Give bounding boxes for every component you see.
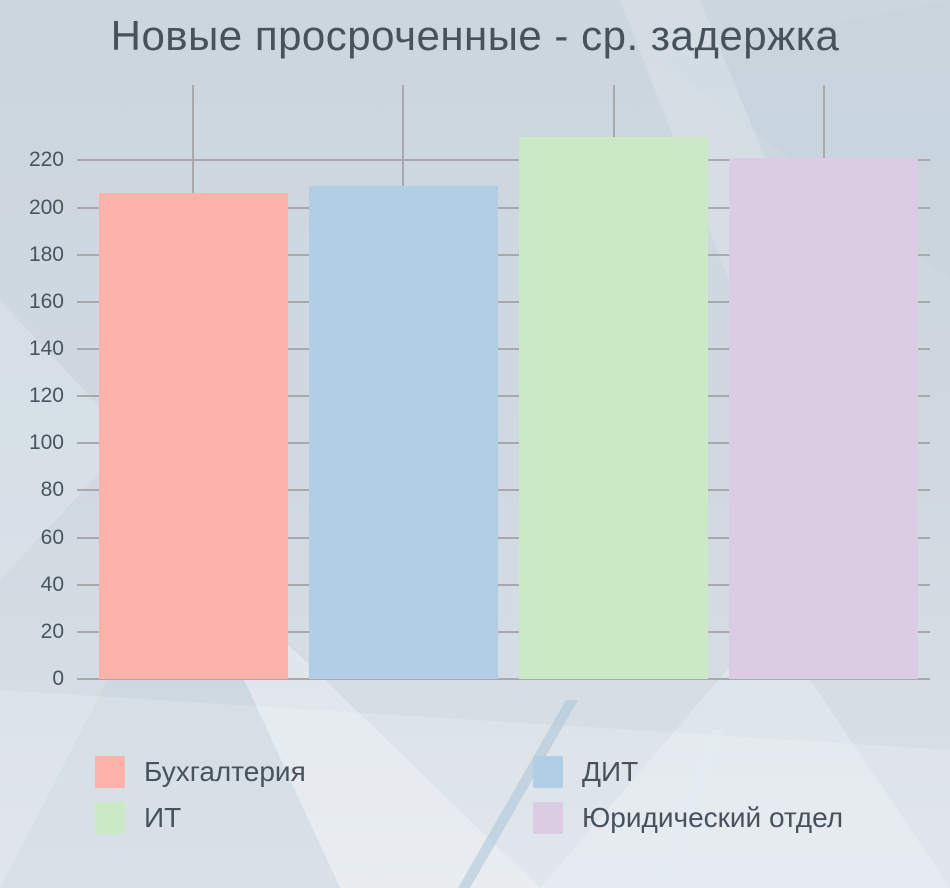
y-axis-tick-label: 200 — [28, 195, 64, 219]
h-gridline — [77, 489, 930, 492]
legend-item-ит[interactable]: ИТ — [95, 802, 533, 834]
legend-swatch — [533, 756, 563, 788]
y-axis-tick-label: 40 — [40, 572, 64, 596]
bar-юридический-отдел[interactable] — [729, 158, 919, 679]
y-axis-tick-label: 0 — [52, 667, 64, 690]
h-gridline — [77, 159, 930, 162]
legend-item-label: Юридический отдел — [582, 802, 844, 833]
h-gridline — [77, 630, 930, 633]
y-axis-tick-label: 220 — [28, 148, 64, 172]
y-axis-tick-label: 100 — [28, 431, 64, 455]
h-gridline — [77, 348, 930, 350]
h-gridline — [77, 206, 930, 209]
legend-item-юридический-отдел[interactable]: Юридический отдел — [533, 802, 930, 834]
h-gridline — [77, 300, 930, 303]
y-axis-tick-label: 80 — [40, 478, 64, 502]
legend-item-label: ДИТ — [582, 756, 639, 787]
h-gridline — [77, 583, 930, 586]
h-gridline — [77, 253, 930, 256]
legend-swatch — [533, 802, 563, 834]
h-gridline — [77, 395, 930, 398]
legend-item-бухгалтерия[interactable]: Бухгалтерия — [95, 756, 533, 788]
y-axis-tick-label: 20 — [40, 619, 64, 643]
y-axis-tick-label: 120 — [28, 384, 64, 408]
legend-item-label: Бухгалтерия — [144, 756, 306, 787]
chart-title: Новые просроченные - ср. задержка — [110, 12, 840, 59]
h-gridline — [77, 442, 930, 445]
legend: Бухгалтерия ДИТ ИТ Юридический отдел — [95, 756, 930, 834]
bar-бухгалтерия[interactable] — [98, 193, 288, 679]
h-gridline — [77, 536, 930, 539]
legend-item-дит[interactable]: ДИТ — [533, 756, 930, 788]
legend-item-label: ИТ — [144, 802, 182, 833]
y-axis-tick-label: 60 — [40, 525, 64, 549]
bar-ит[interactable] — [519, 136, 709, 679]
y-axis-tick-label: 140 — [28, 337, 64, 360]
bar-дит[interactable] — [308, 186, 498, 679]
plot-area: 0 20 40 60 80 100 120 140 160 180 200 220 — [29, 85, 930, 690]
legend-swatch — [95, 802, 125, 834]
legend-swatch — [95, 756, 125, 788]
y-axis-tick-label: 180 — [28, 242, 64, 266]
h-gridline — [77, 678, 930, 680]
y-axis-tick-label: 160 — [28, 289, 64, 313]
